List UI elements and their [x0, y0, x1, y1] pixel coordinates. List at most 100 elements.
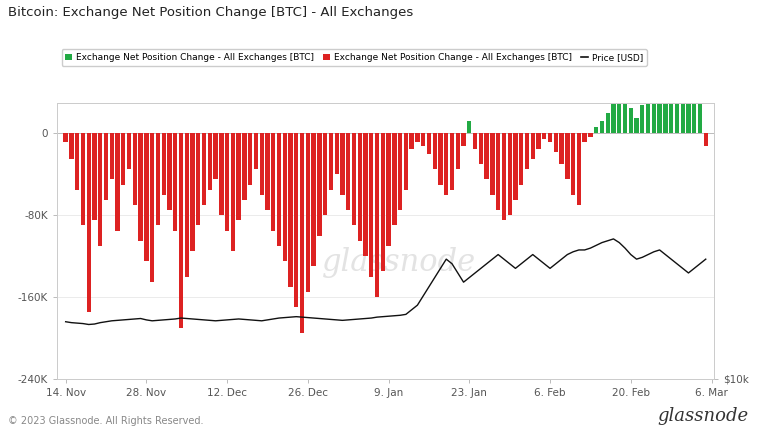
Bar [525, 134, 529, 169]
Bar [698, 95, 702, 134]
Bar [116, 134, 120, 231]
Bar [138, 134, 143, 241]
Bar [611, 103, 616, 134]
Bar [323, 134, 328, 215]
Bar [600, 121, 604, 134]
Bar [179, 134, 183, 328]
Bar [381, 134, 385, 271]
Bar [167, 134, 172, 210]
Bar [214, 134, 218, 179]
Bar [404, 134, 408, 190]
Bar [496, 134, 500, 210]
Bar [640, 105, 644, 134]
Bar [260, 134, 264, 195]
Text: © 2023 Glassnode. All Rights Reserved.: © 2023 Glassnode. All Rights Reserved. [8, 416, 203, 426]
Bar [265, 134, 270, 210]
Bar [432, 134, 437, 169]
Bar [582, 134, 587, 142]
Bar [190, 134, 195, 251]
Bar [571, 134, 575, 195]
Bar [346, 134, 350, 210]
Bar [352, 134, 356, 226]
Bar [236, 134, 241, 220]
Bar [646, 95, 651, 134]
Bar [369, 134, 373, 276]
Bar [162, 134, 166, 195]
Bar [606, 113, 610, 134]
Bar [202, 134, 206, 205]
Bar [657, 80, 662, 134]
Bar [242, 134, 246, 200]
Bar [537, 134, 540, 149]
Bar [334, 134, 339, 174]
Bar [473, 134, 477, 149]
Bar [87, 134, 91, 312]
Bar [133, 134, 137, 205]
Bar [306, 134, 310, 292]
Bar [248, 134, 252, 184]
Bar [479, 134, 483, 164]
Bar [542, 134, 546, 139]
Bar [421, 134, 426, 146]
Bar [98, 134, 103, 246]
Bar [559, 134, 564, 164]
Bar [109, 134, 114, 179]
Bar [461, 134, 466, 146]
Bar [663, 90, 667, 134]
Text: glassnode: glassnode [321, 247, 476, 278]
Bar [300, 134, 304, 333]
Bar [358, 134, 362, 241]
Bar [444, 134, 448, 195]
Bar [64, 134, 68, 142]
Bar [254, 134, 258, 169]
Bar [410, 134, 413, 149]
Bar [121, 134, 125, 184]
Legend: Exchange Net Position Change - All Exchanges [BTC], Exchange Net Position Change: Exchange Net Position Change - All Excha… [62, 50, 647, 65]
Bar [548, 134, 553, 142]
Bar [104, 134, 108, 200]
Bar [530, 134, 535, 159]
Bar [219, 134, 223, 215]
Bar [669, 101, 673, 134]
Bar [415, 134, 420, 142]
Bar [651, 84, 656, 134]
Bar [588, 134, 593, 137]
Bar [150, 134, 154, 282]
Bar [686, 70, 691, 134]
Bar [704, 134, 708, 146]
Bar [692, 80, 696, 134]
Bar [484, 134, 489, 179]
Bar [283, 134, 287, 261]
Bar [502, 134, 506, 220]
Bar [386, 134, 391, 246]
Bar [329, 134, 333, 190]
Bar [231, 134, 235, 251]
Bar [75, 134, 79, 190]
Bar [69, 134, 74, 159]
Bar [294, 134, 299, 307]
Bar [594, 127, 598, 134]
Bar [467, 121, 471, 134]
Bar [577, 134, 581, 205]
Bar [623, 98, 627, 134]
Bar [427, 134, 431, 154]
Bar [617, 92, 622, 134]
Bar [456, 134, 460, 169]
Bar [277, 134, 281, 246]
Bar [81, 134, 85, 226]
Bar [317, 134, 321, 236]
Bar [519, 134, 524, 184]
Bar [196, 134, 201, 226]
Bar [675, 86, 679, 134]
Bar [553, 134, 558, 152]
Bar [450, 134, 454, 190]
Bar [398, 134, 402, 210]
Bar [156, 134, 160, 226]
Bar [392, 134, 397, 226]
Bar [635, 118, 638, 134]
Bar [363, 134, 368, 256]
Bar [173, 134, 177, 231]
Bar [92, 134, 97, 220]
Bar [185, 134, 189, 276]
Text: Bitcoin: Exchange Net Position Change [BTC] - All Exchanges: Bitcoin: Exchange Net Position Change [B… [8, 6, 413, 19]
